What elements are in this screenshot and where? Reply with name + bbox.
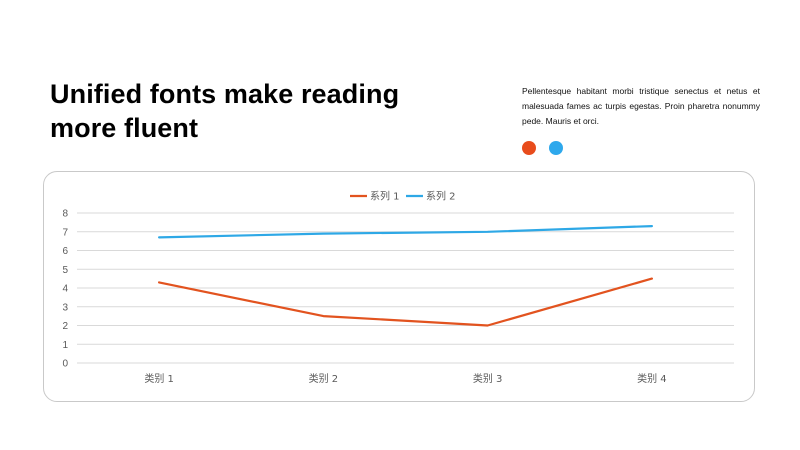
y-tick-label: 0 <box>62 359 68 370</box>
description-text: Pellentesque habitant morbi tristique se… <box>522 86 760 126</box>
page-title-line-2: more fluent <box>50 112 199 143</box>
line-chart: 0 1 2 3 4 5 6 7 8 类别 1 类别 2 类别 3 类别 4 系列 1 系列 2 <box>62 190 734 385</box>
y-tick-label: 7 <box>62 227 68 238</box>
x-tick-label: 类别 4 <box>637 372 667 385</box>
y-tick-label: 3 <box>62 302 68 313</box>
x-tick-label: 类别 3 <box>473 372 503 385</box>
chart-card: 0 1 2 3 4 5 6 7 8 类别 1 类别 2 类别 3 类别 4 系列 1 系列 2 <box>43 171 755 402</box>
y-tick-label: 4 <box>62 284 68 295</box>
series-1-line <box>157 277 654 327</box>
y-tick-label: 6 <box>62 246 68 257</box>
legend-label-1: 系列 1 <box>370 190 400 203</box>
y-tick-label: 8 <box>62 209 68 220</box>
y-tick-label: 5 <box>62 265 68 276</box>
series-lines <box>157 224 654 327</box>
series-2-line <box>157 224 654 239</box>
y-tick-label: 2 <box>62 321 68 332</box>
y-tick-label: 1 <box>62 340 68 351</box>
orange-dot <box>522 141 536 155</box>
y-axis-ticks: 0 1 2 3 4 5 6 7 8 <box>62 209 68 370</box>
legend: 系列 1 系列 2 <box>350 190 456 203</box>
x-tick-label: 类别 2 <box>309 372 339 385</box>
grid-lines <box>77 212 734 364</box>
x-axis-ticks: 类别 1 类别 2 类别 3 类别 4 <box>144 372 666 385</box>
blue-dot <box>549 141 563 155</box>
page-title: Unified fonts make reading more fluent <box>50 78 470 146</box>
legend-label-2: 系列 2 <box>426 190 456 203</box>
page-title-line-1: Unified fonts make reading <box>50 79 400 109</box>
x-tick-label: 类别 1 <box>144 372 174 385</box>
